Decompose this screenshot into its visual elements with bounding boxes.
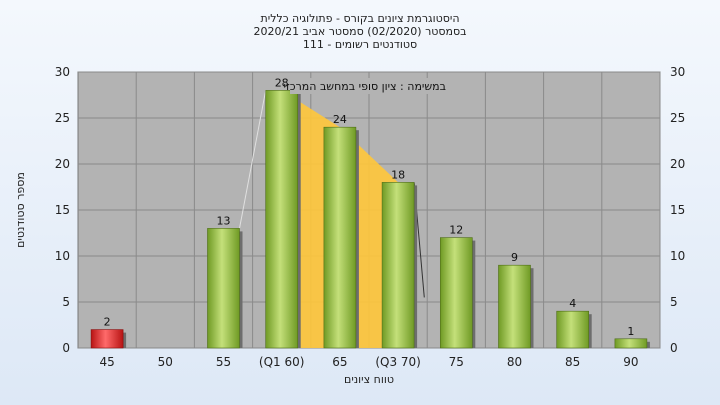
bar bbox=[556, 310, 590, 349]
x-tick-label: (Q3 70) bbox=[375, 355, 421, 369]
y-tick-label-right: 5 bbox=[670, 295, 678, 309]
data-label: 4 bbox=[569, 297, 576, 310]
data-label: 28 bbox=[275, 76, 289, 89]
y-tick-label-left: 10 bbox=[55, 249, 70, 263]
bar bbox=[439, 237, 473, 349]
data-label: 13 bbox=[217, 214, 231, 227]
y-tick-label-left: 5 bbox=[62, 295, 70, 309]
iqr-left-line bbox=[239, 90, 267, 229]
bar bbox=[381, 182, 415, 349]
data-label: 9 bbox=[511, 251, 518, 264]
bar bbox=[614, 338, 648, 349]
bar bbox=[265, 90, 299, 349]
chart-title-line: היסטוגרמת ציונים בקורס - פתולוגיה כללית bbox=[261, 12, 460, 25]
y-axis-right: 0 5 10 15 20 25 30 bbox=[670, 65, 685, 355]
y-tick-label-right: 0 bbox=[670, 341, 678, 355]
bar bbox=[323, 126, 357, 349]
y-axis-title: מספר סטודנטים bbox=[14, 172, 27, 248]
legend-text: במשימה : ציון סופי במחשב המרכזי bbox=[284, 80, 447, 93]
x-tick-label: 85 bbox=[565, 355, 580, 369]
x-tick-label: 75 bbox=[449, 355, 464, 369]
data-label: 1 bbox=[627, 325, 634, 338]
x-tick-label: (Q1 60) bbox=[259, 355, 305, 369]
y-tick-label-right: 20 bbox=[670, 157, 685, 171]
x-tick-label: 55 bbox=[216, 355, 231, 369]
data-label: 2 bbox=[104, 316, 111, 329]
x-tick-label: 65 bbox=[332, 355, 347, 369]
y-axis-left: 0 5 10 15 20 25 30 bbox=[55, 65, 70, 355]
data-label: 24 bbox=[333, 113, 347, 126]
legend-annotation: במשימה : ציון סופי במחשב המרכזי bbox=[284, 78, 448, 94]
x-tick-label: 90 bbox=[623, 355, 638, 369]
y-tick-label-right: 25 bbox=[670, 111, 685, 125]
y-tick-label-left: 25 bbox=[55, 111, 70, 125]
bar bbox=[498, 264, 531, 349]
data-label: 18 bbox=[391, 168, 405, 181]
x-tick-label: 80 bbox=[507, 355, 522, 369]
y-tick-label-left: 0 bbox=[62, 341, 70, 355]
data-labels: 2 13 28 24 18 12 9 4 1 bbox=[104, 76, 635, 337]
y-tick-label-left: 20 bbox=[55, 157, 70, 171]
x-axis: 45 50 55 (Q1 60) 65 (Q3 70) 75 80 85 90 bbox=[99, 355, 638, 369]
chart-title-line: סטודנטים רשומים - 111 bbox=[303, 38, 417, 51]
bar bbox=[90, 329, 124, 349]
x-tick-label: 45 bbox=[99, 355, 114, 369]
y-tick-label-left: 30 bbox=[55, 65, 70, 79]
x-tick-label: 50 bbox=[158, 355, 173, 369]
legend-box bbox=[290, 78, 448, 94]
y-tick-label-right: 30 bbox=[670, 65, 685, 79]
y-tick-label-left: 15 bbox=[55, 203, 70, 217]
y-tick-label-right: 15 bbox=[670, 203, 685, 217]
chart-title: היסטוגרמת ציונים בקורס - פתולוגיה כללית … bbox=[253, 12, 466, 51]
bars bbox=[90, 90, 650, 349]
chart-title-line: בסמסטר (02/2020) סמסטר אביב 2020/21 bbox=[253, 25, 466, 38]
x-axis-title: טווח ציונים bbox=[344, 373, 394, 386]
y-tick-label-right: 10 bbox=[670, 249, 685, 263]
data-label: 12 bbox=[449, 224, 463, 237]
bar bbox=[207, 228, 240, 349]
